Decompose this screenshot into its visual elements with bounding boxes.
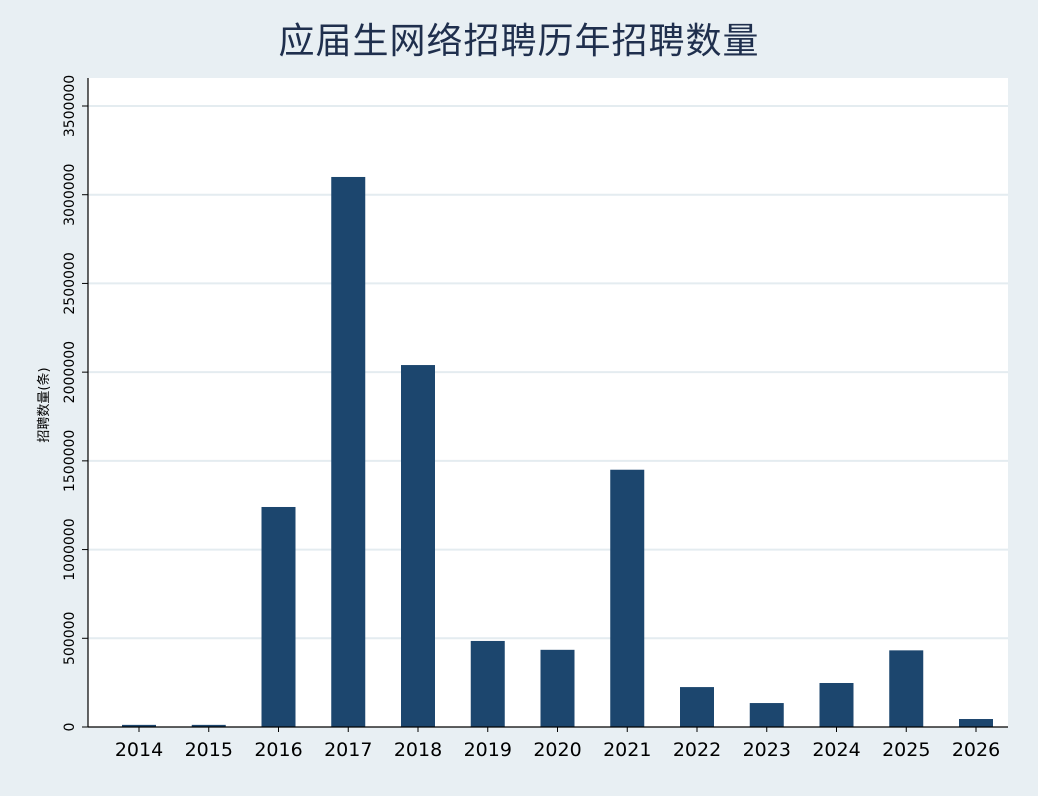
bar-2014 — [122, 724, 156, 727]
bar-2016 — [261, 506, 296, 727]
x-tick-label: 2021 — [603, 739, 651, 761]
grid-lines — [88, 105, 1008, 640]
bar-2025 — [889, 650, 924, 727]
x-tick-label: 2019 — [464, 739, 512, 761]
y-tick-label: 1000000 — [62, 518, 78, 580]
x-tick-label: 2022 — [673, 739, 721, 761]
y-tick-label: 2000000 — [62, 341, 78, 403]
bar-2020 — [540, 649, 575, 727]
chart-title: 应届生网络招聘历年招聘数量 — [278, 21, 760, 62]
x-tick-label: 2023 — [743, 739, 791, 761]
bar-2022 — [680, 687, 714, 727]
bar-2026 — [959, 719, 993, 727]
plot-background — [88, 78, 1008, 727]
x-tick-label: 2015 — [185, 739, 233, 761]
bar-2017 — [331, 176, 366, 727]
bar-2024 — [819, 682, 854, 727]
y-tick-label: 0 — [62, 723, 78, 732]
x-tick-label: 2018 — [394, 739, 442, 761]
x-tick-label: 2025 — [882, 739, 930, 761]
x-tick-label: 2024 — [812, 739, 860, 761]
bar-2018 — [401, 365, 435, 727]
y-axis-label: 招聘数量(条) — [36, 367, 52, 442]
bar-2019 — [470, 640, 505, 727]
x-tick-label: 2017 — [324, 739, 372, 761]
y-ticks: 0 500000 1000000 1500000 2000000 2500000 30000… — [62, 75, 88, 732]
bar-2021 — [610, 469, 645, 727]
bars — [122, 176, 993, 727]
x-tick-label: 2016 — [254, 739, 302, 761]
x-ticks: 2014 2015 2016 2017 2018 2019 2020 2021 2022 2023… — [115, 727, 1000, 761]
y-tick-label: 2500000 — [62, 252, 78, 314]
y-tick-label: 1500000 — [62, 430, 78, 492]
bar-2015 — [191, 724, 226, 727]
bar-2023 — [749, 703, 784, 727]
y-tick-label: 3000000 — [62, 164, 78, 226]
x-tick-label: 2020 — [533, 739, 581, 761]
x-tick-label: 2014 — [115, 739, 163, 761]
y-tick-label: 500000 — [62, 612, 78, 665]
y-tick-label: 3500000 — [62, 75, 78, 137]
x-tick-label: 2026 — [952, 739, 1000, 761]
